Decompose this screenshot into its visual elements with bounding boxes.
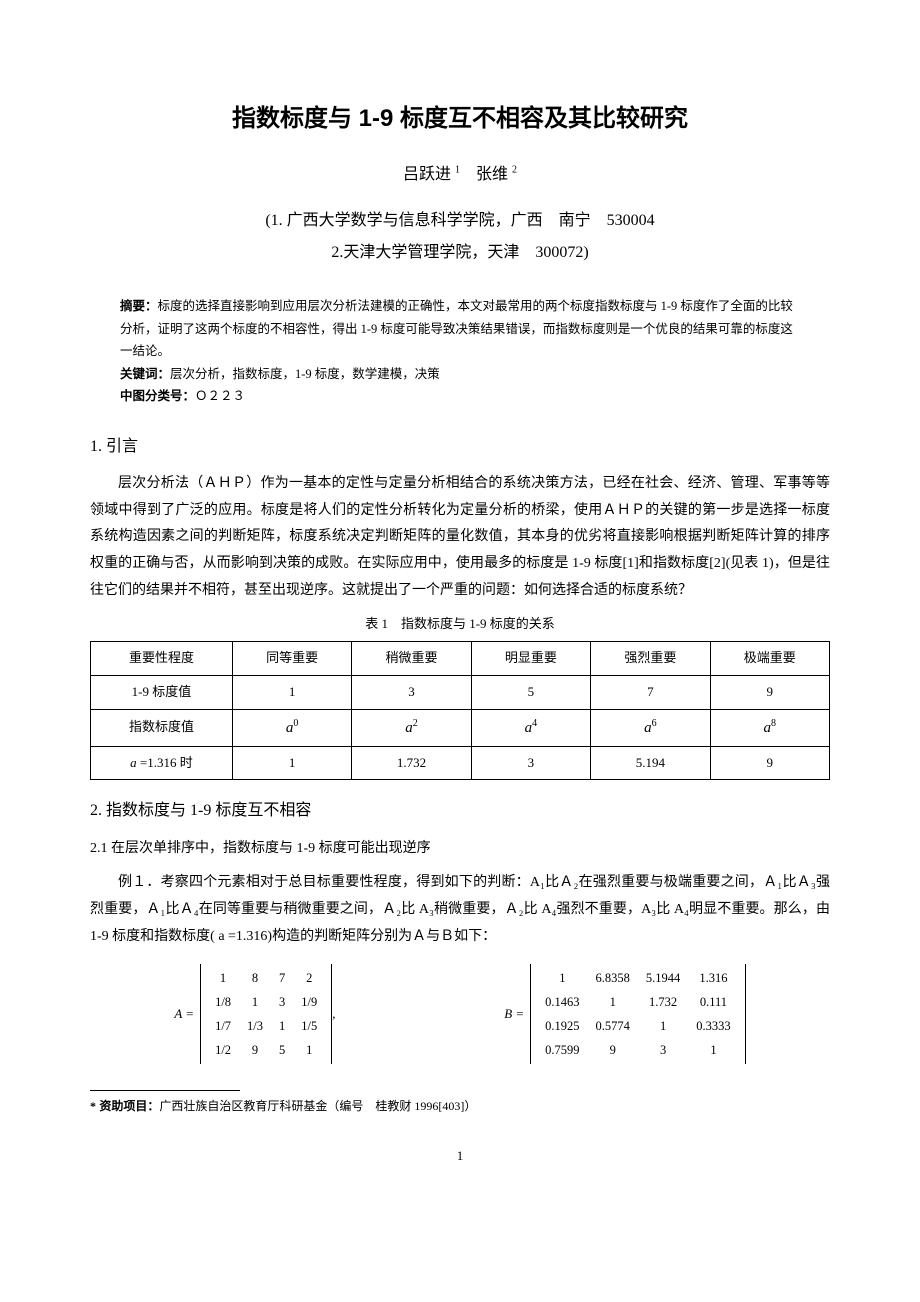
authors: 吕跃进 1 张维 2 xyxy=(90,162,830,188)
keywords-text: 层次分析，指数标度，1-9 标度，数学建模，决策 xyxy=(170,367,440,381)
page-number: 1 xyxy=(90,1146,830,1167)
table-header-cell: 重要性程度 xyxy=(91,642,233,676)
table-cell: 3 xyxy=(352,675,471,709)
table-cell: 9 xyxy=(710,675,829,709)
table-row: a =1.316 时 1 1.732 3 5.194 9 xyxy=(91,746,830,780)
matrices: A = 18721/8131/91/71/311/51/2951 , B = 1… xyxy=(90,964,830,1064)
abstract: 摘要：标度的选择直接影响到应用层次分析法建模的正确性，本文对最常用的两个标度指数… xyxy=(120,295,800,363)
table-cell: 9 xyxy=(710,746,829,780)
footnote-text: 广西壮族自治区教育厅科研基金（编号 桂教财 1996[403]） xyxy=(159,1099,476,1113)
clc: 中图分类号：Ｏ２２３ xyxy=(120,385,800,408)
table-cell: a0 xyxy=(232,709,351,746)
authors-text: 吕跃进 1 张维 2 xyxy=(403,166,517,183)
table-row: 1-9 标度值 1 3 5 7 9 xyxy=(91,675,830,709)
paper-title: 指数标度与 1-9 标度互不相容及其比较研究 xyxy=(90,100,830,138)
table-cell: 1-9 标度值 xyxy=(91,675,233,709)
footnote-label: 资助项目： xyxy=(96,1099,159,1113)
table-header-cell: 同等重要 xyxy=(232,642,351,676)
table-cell: a4 xyxy=(471,709,590,746)
clc-label: 中图分类号： xyxy=(120,389,195,403)
table-cell: 1 xyxy=(232,746,351,780)
table-header-cell: 明显重要 xyxy=(471,642,590,676)
table-1-caption: 表 1 指数标度与 1-9 标度的关系 xyxy=(90,614,830,635)
matrix-a-label: A = xyxy=(174,1004,194,1025)
table-cell: a =1.316 时 xyxy=(91,746,233,780)
table-header-cell: 极端重要 xyxy=(710,642,829,676)
section-2-1-title: 2.1 在层次单排序中，指数标度与 1-9 标度可能出现逆序 xyxy=(90,838,830,860)
table-cell: 5.194 xyxy=(591,746,710,780)
abstract-text: 标度的选择直接影响到应用层次分析法建模的正确性，本文对最常用的两个标度指数标度与… xyxy=(120,299,793,358)
table-cell: 指数标度值 xyxy=(91,709,233,746)
table-cell: 1.732 xyxy=(352,746,471,780)
section-1-body: 层次分析法（ＡＨＰ）作为一基本的定性与定量分析相结合的系统决策方法，已经在社会、… xyxy=(90,471,830,604)
affiliation-2: 2.天津大学管理学院，天津 300072) xyxy=(90,240,830,266)
table-1: 重要性程度 同等重要 稍微重要 明显重要 强烈重要 极端重要 1-9 标度值 1… xyxy=(90,641,830,780)
table-cell: 3 xyxy=(471,746,590,780)
table-cell: 1 xyxy=(232,675,351,709)
abstract-label: 摘要： xyxy=(120,299,158,313)
section-2-1-body: 例１．考察四个元素相对于总目标重要性程度，得到如下的判断：A₁比Ａ₂在强烈重要与… xyxy=(90,870,830,950)
table-cell: a6 xyxy=(591,709,710,746)
footnote-separator xyxy=(90,1090,240,1091)
matrix-b: B = 16.83585.19441.3160.146311.7320.1110… xyxy=(504,964,745,1064)
keywords: 关键词：层次分析，指数标度，1-9 标度，数学建模，决策 xyxy=(120,363,800,386)
matrix-b-label: B = xyxy=(504,1004,524,1025)
section-2-title: 2. 指数标度与 1-9 标度互不相容 xyxy=(90,798,830,824)
affiliation-1: (1. 广西大学数学与信息科学学院，广西 南宁 530004 xyxy=(90,208,830,234)
matrix-a-suffix: , xyxy=(332,1004,335,1025)
table-cell: 5 xyxy=(471,675,590,709)
table-cell: a2 xyxy=(352,709,471,746)
clc-text: Ｏ２２３ xyxy=(195,389,245,403)
section-1-title: 1. 引言 xyxy=(90,434,830,460)
table-header-cell: 稍微重要 xyxy=(352,642,471,676)
keywords-label: 关键词： xyxy=(120,367,170,381)
footnote: * 资助项目：广西壮族自治区教育厅科研基金（编号 桂教财 1996[403]） xyxy=(90,1097,830,1116)
matrix-a: A = 18721/8131/91/71/311/51/2951 , xyxy=(174,964,335,1064)
table-row: 重要性程度 同等重要 稍微重要 明显重要 强烈重要 极端重要 xyxy=(91,642,830,676)
table-row: 指数标度值 a0 a2 a4 a6 a8 xyxy=(91,709,830,746)
table-cell: 7 xyxy=(591,675,710,709)
table-header-cell: 强烈重要 xyxy=(591,642,710,676)
table-cell: a8 xyxy=(710,709,829,746)
